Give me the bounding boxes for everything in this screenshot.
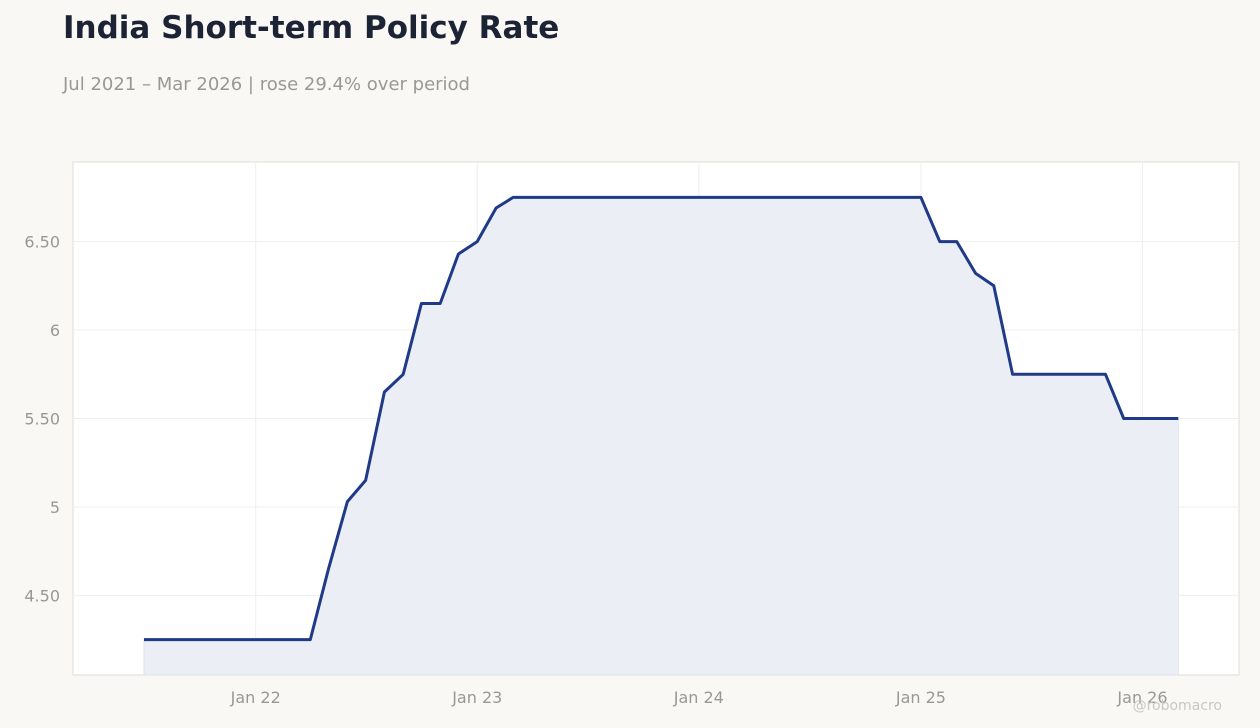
axis-ticks: Jan 22 Jan 23 Jan 24 Jan 25 Jan 26 4.50 5 5.50 6…: [24, 233, 1167, 707]
y-tick-label: 5: [50, 498, 60, 517]
x-tick-label: Jan 24: [673, 688, 724, 707]
y-tick-label: 6.50: [24, 233, 60, 252]
y-tick-label: 6: [50, 321, 60, 340]
x-tick-label: Jan 22: [230, 688, 281, 707]
series-line: [144, 195, 1179, 642]
chart-subtitle: Jul 2021 – Mar 2026 | rose 29.4% over pe…: [63, 74, 470, 95]
chart-title: India Short-term Policy Rate: [63, 10, 560, 46]
x-tick-label: Jan 23: [451, 688, 502, 707]
watermark-label: @robomacro: [1133, 698, 1222, 714]
x-tick-label: Jan 25: [895, 688, 946, 707]
x-tick-label: Jan 26: [1116, 688, 1167, 707]
y-tick-label: 4.50: [24, 586, 60, 605]
y-tick-label: 5.50: [24, 410, 60, 429]
